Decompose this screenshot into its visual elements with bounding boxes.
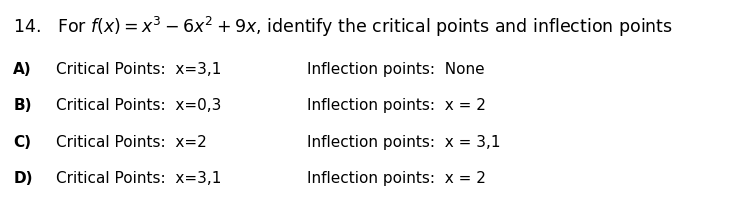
Text: Critical Points:  x=3,1: Critical Points: x=3,1 — [56, 170, 221, 185]
Text: Inflection points:  None: Inflection points: None — [307, 62, 485, 77]
Text: D): D) — [13, 170, 33, 185]
Text: Inflection points:  x = 3,1: Inflection points: x = 3,1 — [307, 134, 500, 149]
Text: Critical Points:  x=3,1: Critical Points: x=3,1 — [56, 62, 221, 77]
Text: Inflection points:  x = 2: Inflection points: x = 2 — [307, 98, 486, 113]
Text: Critical Points:  x=2: Critical Points: x=2 — [56, 134, 206, 149]
Text: Critical Points:  x=0,3: Critical Points: x=0,3 — [56, 98, 221, 113]
Text: A): A) — [13, 62, 32, 77]
Text: Inflection points:  x = 2: Inflection points: x = 2 — [307, 170, 486, 185]
Text: B): B) — [13, 98, 32, 113]
Text: 14.   For $f(x) = x^3 - 6x^2 + 9x$, identify the critical points and inflection : 14. For $f(x) = x^3 - 6x^2 + 9x$, identi… — [13, 14, 673, 38]
Text: C): C) — [13, 134, 31, 149]
